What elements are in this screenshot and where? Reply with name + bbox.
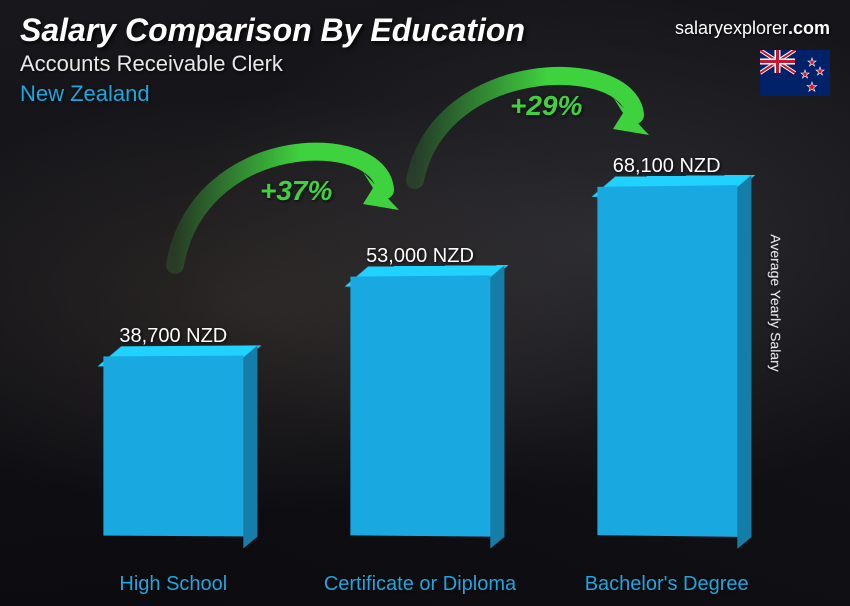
branding-text: salaryexplorer [675, 18, 788, 38]
bar-side-face [490, 265, 504, 548]
bar-category-label: High School [73, 572, 273, 596]
branding-domain: .com [788, 18, 830, 38]
bar-side-face [244, 346, 258, 549]
increase-arrow: +37% [160, 135, 420, 285]
y-axis-label: Average Yearly Salary [767, 234, 783, 372]
bar-front-face [597, 185, 737, 537]
bar [597, 185, 737, 537]
chart-country: New Zealand [20, 81, 525, 107]
bar-category-label: Bachelor's Degree [567, 572, 767, 596]
chart-subtitle: Accounts Receivable Clerk [20, 51, 525, 77]
bar-group: 53,000 NZD [320, 245, 520, 536]
bar-front-face [104, 356, 244, 537]
bar-side-face [737, 175, 751, 549]
bar-category-label: Certificate or Diploma [320, 572, 520, 596]
country-flag-icon [760, 50, 830, 96]
bar [350, 275, 490, 536]
branding-logo: salaryexplorer.com [675, 18, 830, 39]
bar-value-label: 38,700 NZD [119, 325, 227, 348]
bar [104, 356, 244, 537]
x-axis-labels: High School Certificate or Diploma Bachelo… [50, 572, 790, 596]
chart-title: Salary Comparison By Education [20, 12, 525, 49]
arrow-icon [160, 135, 420, 285]
bar-group: 68,100 NZD [567, 155, 767, 536]
increase-percent-label: +37% [260, 175, 332, 207]
bar-group: 38,700 NZD [73, 325, 273, 536]
header: Salary Comparison By Education Accounts … [20, 12, 525, 107]
bar-front-face [350, 275, 490, 536]
